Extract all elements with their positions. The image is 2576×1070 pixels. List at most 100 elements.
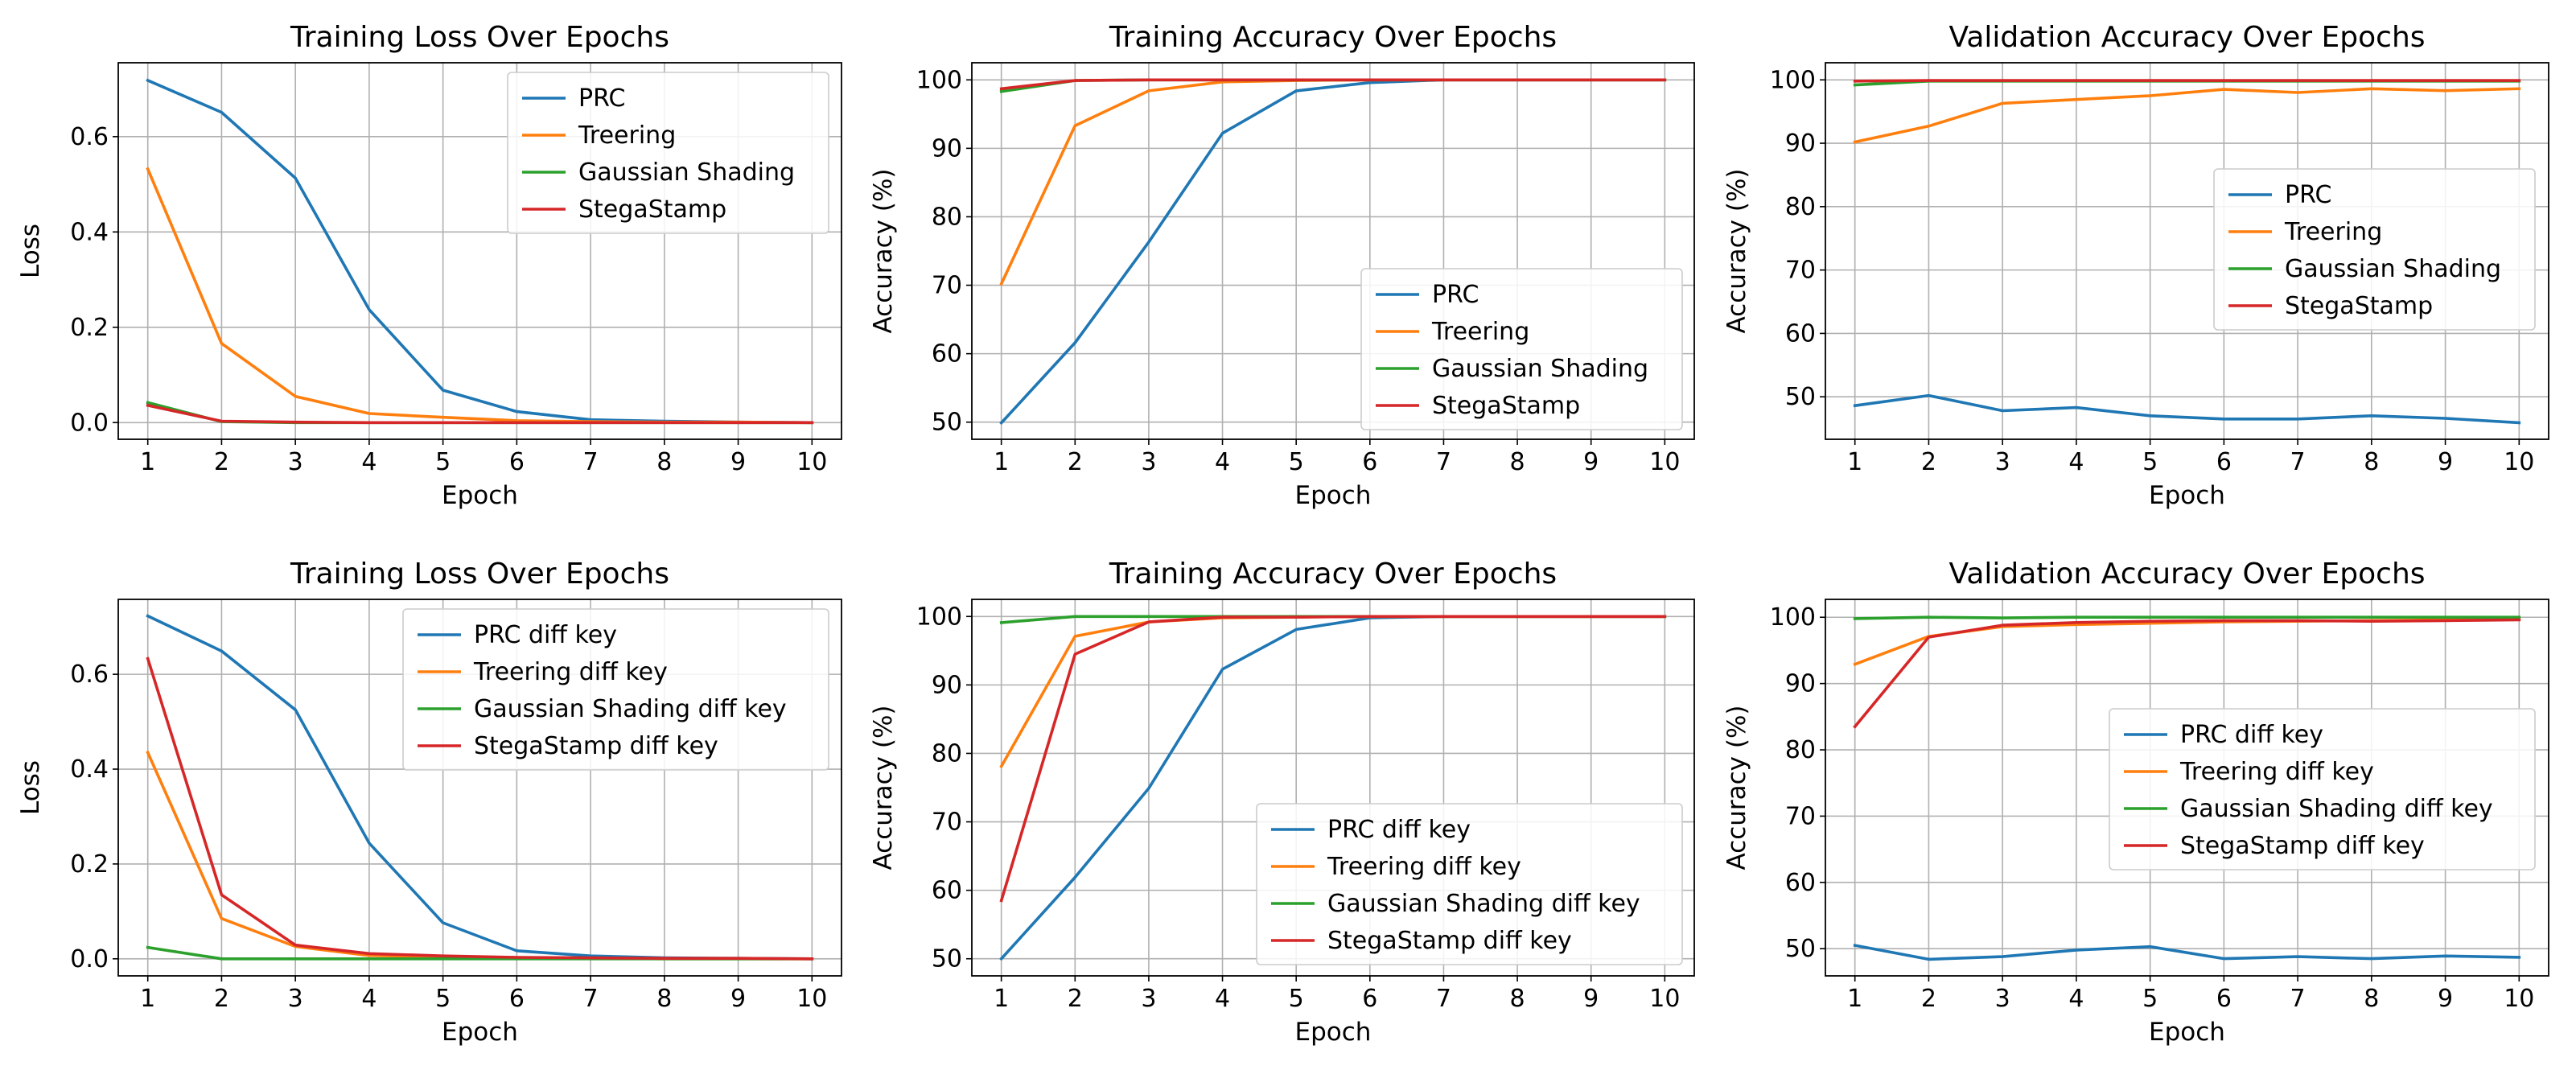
x-tick-label: 6 <box>2216 448 2232 476</box>
x-tick-label: 10 <box>1649 448 1680 476</box>
legend-label: Treering diff key <box>2179 758 2374 786</box>
x-tick-label: 5 <box>435 985 451 1013</box>
axes-frame <box>117 62 842 440</box>
y-tick-label: 100 <box>1770 66 1816 94</box>
series-line-stegastamp <box>999 78 1667 91</box>
x-tick-label: 10 <box>796 985 827 1013</box>
y-tick-label: 80 <box>1785 736 1816 764</box>
legend: PRC Treering Gaussian Shading StegaStamp <box>1360 268 1683 430</box>
x-tick-label: 5 <box>435 448 451 476</box>
x-tick-label: 5 <box>1289 448 1304 476</box>
y-tick-label: 60 <box>932 877 962 905</box>
x-axis-label: Epoch <box>442 481 518 510</box>
axes-frame <box>971 599 1695 977</box>
x-tick-label: 1 <box>140 985 155 1013</box>
y-tick-label: 0.2 <box>70 314 109 342</box>
series-line-treering <box>1853 87 2521 144</box>
x-tick-label: 7 <box>583 448 599 476</box>
y-tick-label: 90 <box>932 671 962 699</box>
y-tick-label: 80 <box>1785 193 1816 221</box>
chart-panel: 1 2 3 4 5 6 7 8 9 10 50 60 70 80 90 100 Validation Accur… <box>1722 558 2549 1047</box>
x-tick-label: 6 <box>509 985 525 1013</box>
x-tick-label: 7 <box>2290 985 2306 1013</box>
legend-label: Gaussian Shading diff key <box>1327 890 1640 918</box>
series-line-stegastamp-diff-key <box>146 656 814 961</box>
legend-label: PRC <box>578 84 625 113</box>
legend-box <box>2109 708 2536 870</box>
legend-box <box>1256 803 1683 965</box>
x-tick-label: 7 <box>1436 985 1451 1013</box>
legend-label: Treering <box>578 121 676 150</box>
legend-label: StegaStamp diff key <box>2180 832 2425 860</box>
x-tick-label: 7 <box>2290 448 2306 476</box>
y-tick-label: 70 <box>932 272 962 300</box>
series-line-stegastamp-diff-key <box>1853 618 2521 729</box>
legend-box <box>2213 168 2536 331</box>
legend-label: Gaussian Shading diff key <box>474 695 787 723</box>
y-tick-label: 70 <box>932 809 962 837</box>
legend-label: StegaStamp diff key <box>1327 927 1572 955</box>
x-axis-label: Epoch <box>2149 1018 2225 1047</box>
x-tick-label: 8 <box>1510 985 1525 1013</box>
x-tick-label: 1 <box>1847 448 1862 476</box>
series-line-gaussian-shading-diff-key <box>1853 615 2521 620</box>
y-tick-label: 60 <box>1785 869 1816 897</box>
x-tick-label: 10 <box>796 448 827 476</box>
legend-label: Gaussian Shading <box>2285 255 2501 283</box>
y-tick-label: 0.2 <box>70 850 109 879</box>
axes-frame <box>971 62 1695 440</box>
x-tick-label: 4 <box>2068 448 2084 476</box>
legend: PRC Treering Gaussian Shading StegaStamp <box>507 72 829 234</box>
chart-title: Validation Accuracy Over Epochs <box>1948 558 2425 591</box>
chart-title: Training Loss Over Epochs <box>290 558 669 591</box>
legend-label: Treering diff key <box>473 658 668 686</box>
x-tick-label: 6 <box>1362 985 1377 1013</box>
x-tick-label: 4 <box>2068 985 2084 1013</box>
series-line-treering-diff-key <box>146 751 814 961</box>
legend-label: PRC diff key <box>474 621 617 649</box>
x-tick-label: 8 <box>656 985 672 1013</box>
series-line-treering-diff-key <box>999 615 1667 769</box>
y-tick-label: 0.4 <box>70 755 109 784</box>
x-tick-label: 2 <box>214 448 229 476</box>
y-axis-label: Accuracy (%) <box>869 705 898 870</box>
x-tick-label: 3 <box>1995 448 2010 476</box>
legend-label: StegaStamp <box>578 195 726 224</box>
x-axis-label: Epoch <box>2149 481 2225 510</box>
chart-title: Training Loss Over Epochs <box>290 21 669 54</box>
legend-label: Treering <box>1431 318 1529 346</box>
y-axis-label: Loss <box>16 760 45 815</box>
x-tick-label: 10 <box>2504 448 2534 476</box>
x-tick-label: 5 <box>2142 448 2158 476</box>
y-tick-label: 50 <box>1785 383 1816 411</box>
series-line-treering-diff-key <box>1853 617 2521 667</box>
chart-panel: 1 2 3 4 5 6 7 8 9 10 50 60 70 80 90 100 Training Accurac… <box>869 21 1695 510</box>
legend-label: PRC diff key <box>2180 721 2323 749</box>
x-tick-label: 10 <box>1649 985 1680 1013</box>
x-tick-label: 2 <box>1921 448 1936 476</box>
series-line-stegastamp-diff-key <box>999 615 1667 903</box>
legend-label: PRC diff key <box>1327 816 1471 844</box>
y-axis-label: Accuracy (%) <box>1722 705 1751 870</box>
chart-title: Validation Accuracy Over Epochs <box>1948 21 2425 54</box>
x-tick-label: 5 <box>2142 985 2158 1013</box>
x-tick-label: 7 <box>583 985 599 1013</box>
y-axis-label: Loss <box>16 224 45 278</box>
series-line-prc <box>1853 393 2521 425</box>
legend: PRC diff key Treering diff key Gaussian Sh… <box>2109 708 2536 870</box>
y-axis-label: Accuracy (%) <box>1722 168 1751 333</box>
x-tick-label: 9 <box>730 985 746 1013</box>
y-tick-label: 70 <box>1785 802 1816 830</box>
x-tick-label: 4 <box>361 448 377 476</box>
x-tick-label: 2 <box>1068 985 1083 1013</box>
legend-box <box>1360 268 1683 430</box>
y-tick-label: 80 <box>932 739 962 768</box>
x-tick-label: 8 <box>1510 448 1525 476</box>
x-tick-label: 8 <box>2364 448 2379 476</box>
x-tick-label: 4 <box>1215 985 1230 1013</box>
x-tick-label: 1 <box>1847 985 1862 1013</box>
x-tick-label: 9 <box>1583 985 1599 1013</box>
legend-label: StegaStamp <box>1432 392 1580 420</box>
x-tick-label: 3 <box>1995 985 2010 1013</box>
